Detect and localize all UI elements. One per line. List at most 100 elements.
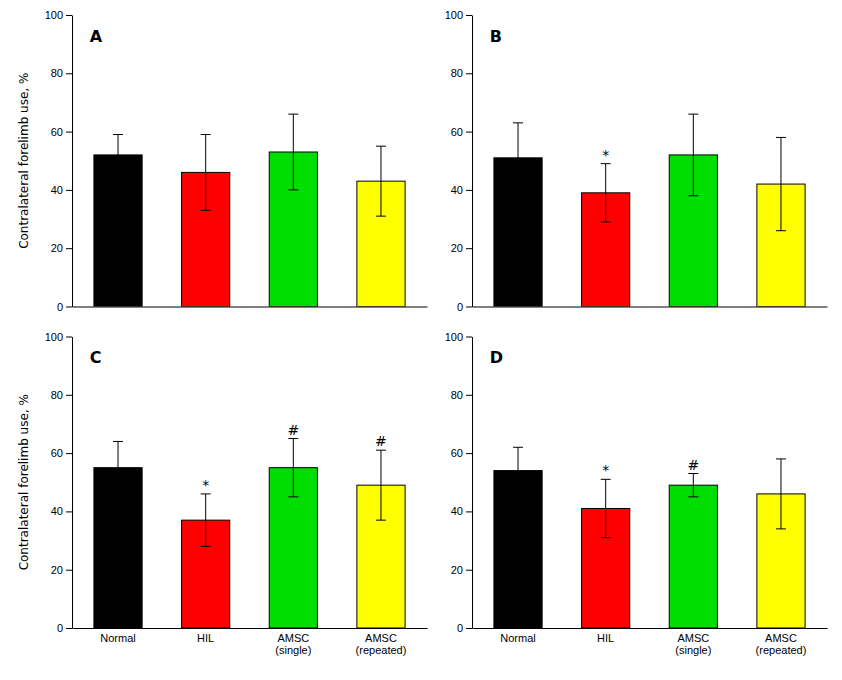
tick-label: 0 [57,622,63,634]
tick-label-line: HIL [197,632,214,644]
tick: 20 [451,242,472,254]
marks [94,439,405,628]
tick-label: 40 [451,184,463,196]
tick-label: AMSC(single) [275,632,311,657]
tick: 0 [457,301,472,313]
tick-label-line: AMSC [365,632,397,644]
tick-mark [466,337,472,338]
tick: AMSC(single) [275,632,311,657]
tick-mark [66,628,72,629]
tick-label: 0 [457,301,463,313]
tick: 40 [51,505,72,517]
tick: HIL [597,632,614,644]
tick-mark [466,453,472,454]
tick-label: 100 [445,9,463,21]
y-axis: 020406080100 [445,331,473,635]
bar [94,155,142,307]
error-bar [688,474,698,497]
tick-label-line: (repeated) [756,644,807,656]
tick: 0 [457,622,472,634]
tick-mark [466,395,472,396]
y-axis-title: Contralateral forelimb use, % [17,73,31,249]
tick: AMSC(single) [675,632,711,657]
axis-line [73,628,428,629]
tick-label: 60 [451,126,463,138]
tick-label-line: AMSC [677,632,709,644]
tick-mark [466,132,472,133]
tick-label: AMSC(repeated) [756,632,807,657]
tick-mark [66,395,72,396]
annotation: # [287,422,299,438]
axis-line [473,307,828,308]
tick-mark [66,307,72,308]
tick-mark [66,132,72,133]
tick-mark [466,15,472,16]
marks [494,114,805,306]
tick-label: Normal [500,632,535,644]
annotation: * [602,147,609,163]
tick-label-line: HIL [597,632,614,644]
panel: 020406080100NormalHILAMSC(single)AMSC(re… [445,331,828,657]
tick: Normal [500,632,535,644]
tick-label: HIL [197,632,214,644]
tick: 100 [445,331,472,343]
tick-label: 100 [45,331,63,343]
tick: 80 [451,67,472,79]
error-bar [201,494,211,546]
chart-figure: 020406080100AContralateral forelimb use,… [0,0,842,680]
tick: 40 [451,184,472,196]
error-bar [513,123,523,193]
tick: 60 [451,126,472,138]
tick-mark [66,190,72,191]
axis-line [472,16,473,308]
tick-label: 100 [445,331,463,343]
tick: 20 [451,564,472,576]
tick: 60 [51,447,72,459]
tick: 0 [57,301,72,313]
tick: HIL [197,632,214,644]
tick: 0 [57,622,72,634]
tick-label: HIL [597,632,614,644]
marks [94,114,405,306]
tick-label: 80 [51,67,63,79]
tick-mark [66,15,72,16]
tick-label: AMSC(repeated) [356,632,407,657]
tick: 60 [451,447,472,459]
tick-mark [466,628,472,629]
tick-label: 20 [451,564,463,576]
tick-mark [66,73,72,74]
tick-mark [466,248,472,249]
tick-label: AMSC(single) [675,632,711,657]
tick: 80 [451,389,472,401]
tick-label-line: Normal [100,632,135,644]
tick-mark [66,511,72,512]
y-axis: 020406080100 [45,9,73,313]
error-bar [776,459,786,529]
tick: 60 [51,126,72,138]
tick-label: 60 [451,447,463,459]
axis-line [473,628,828,629]
tick-label: Normal [100,632,135,644]
marks [494,447,805,628]
error-bar [113,441,123,493]
tick-mark [466,307,472,308]
tick-label-line: AMSC [765,632,797,644]
tick-label: 0 [457,622,463,634]
tick: 40 [51,184,72,196]
panel-label: D [490,348,503,367]
panel: 020406080100AContralateral forelimb use,… [17,9,428,313]
annotation: # [375,433,387,449]
tick: 100 [445,9,472,21]
tick-mark [66,570,72,571]
error-bar [113,135,123,176]
tick-label-line: (repeated) [356,644,407,656]
error-bar [688,114,698,196]
bar [669,485,717,628]
tick-label: 60 [51,126,63,138]
tick-label: 40 [51,184,63,196]
y-axis-title: Contralateral forelimb use, % [17,394,31,570]
tick-label: 80 [451,389,463,401]
tick-mark [66,248,72,249]
tick-mark [66,453,72,454]
tick-label-line: (single) [675,644,711,656]
